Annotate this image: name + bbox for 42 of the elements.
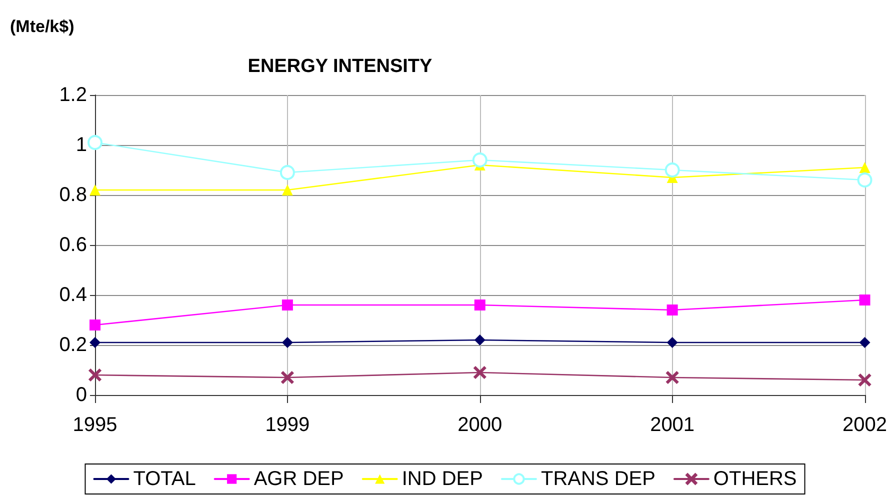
point [666,304,678,316]
point [282,300,293,310]
y-tick-label: 0.4 [59,284,87,306]
point [474,334,486,346]
x-tick-label: 2001 [650,414,695,436]
point [280,165,295,180]
y-tick-label: 1.2 [59,84,87,106]
point [282,337,293,348]
point [664,162,680,178]
point [474,300,486,310]
chart-title: ENERGY INTENSITY [248,56,433,77]
x-tick-label: 1999 [265,414,310,436]
point [281,371,294,384]
point [88,368,102,382]
point [666,337,678,348]
y-tick-label: 0.2 [59,334,87,356]
legend-label: IND DEP [402,468,483,490]
legend-label: AGR DEP [254,468,344,490]
point [472,152,488,168]
point [859,337,870,348]
point [474,366,486,379]
point [282,184,293,196]
y-tick-label: 0.6 [59,234,87,256]
point [90,337,100,348]
point [666,371,679,384]
y-tick-label: 1 [76,134,87,156]
legend-label: TOTAL [133,468,196,490]
x-tick-label: 1995 [72,414,118,436]
point [88,135,102,150]
point [859,294,870,306]
x-tick-label: 2002 [842,414,888,436]
point [857,172,872,188]
y-tick-label: 0 [76,384,87,406]
y-axis-title: (Mte/k$) [10,17,74,36]
legend-label: OTHERS [713,468,797,490]
point [858,374,872,386]
point [859,162,870,173]
point [90,320,100,330]
y-tick-label: 0.8 [59,184,87,206]
legend-label: TRANS DEP [540,468,656,490]
point [90,184,100,196]
x-tick-label: 2000 [458,414,502,436]
